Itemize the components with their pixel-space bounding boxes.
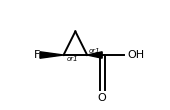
Polygon shape — [40, 52, 64, 58]
Text: or1: or1 — [67, 56, 78, 62]
Text: F: F — [33, 50, 40, 60]
Text: or1: or1 — [89, 48, 100, 54]
Text: OH: OH — [127, 50, 144, 60]
Polygon shape — [87, 52, 102, 58]
Text: O: O — [98, 93, 107, 103]
